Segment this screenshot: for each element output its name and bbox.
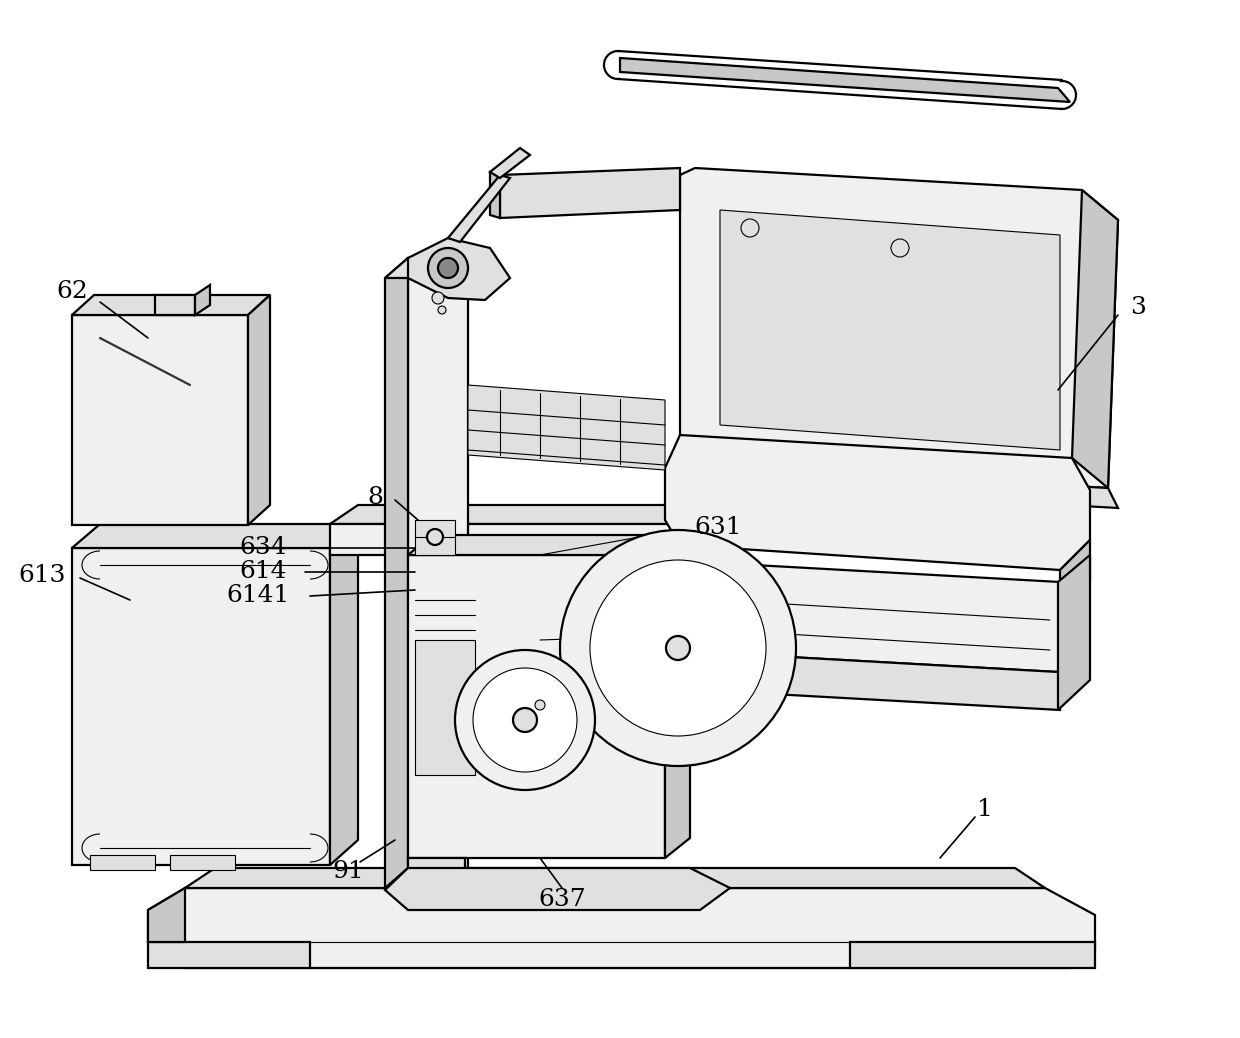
Polygon shape	[185, 868, 1045, 887]
Polygon shape	[330, 524, 680, 555]
Circle shape	[590, 559, 766, 736]
Text: 91: 91	[332, 861, 363, 883]
Text: 631: 631	[694, 517, 742, 540]
Text: 8: 8	[367, 487, 383, 510]
Polygon shape	[248, 295, 270, 525]
Polygon shape	[408, 238, 510, 300]
Polygon shape	[1073, 190, 1118, 488]
Polygon shape	[408, 555, 665, 858]
Polygon shape	[330, 524, 358, 865]
Text: 634: 634	[239, 537, 286, 559]
Circle shape	[560, 530, 796, 766]
Polygon shape	[72, 295, 270, 315]
Text: 637: 637	[538, 889, 585, 911]
Circle shape	[472, 668, 577, 772]
Text: 1: 1	[977, 798, 993, 821]
Polygon shape	[91, 855, 155, 870]
Polygon shape	[155, 295, 195, 315]
Polygon shape	[148, 943, 310, 968]
Polygon shape	[490, 148, 529, 177]
Polygon shape	[448, 175, 510, 242]
Text: 614: 614	[239, 561, 286, 583]
Polygon shape	[665, 435, 1090, 570]
Polygon shape	[620, 58, 1070, 102]
Polygon shape	[490, 172, 500, 218]
Polygon shape	[384, 258, 467, 278]
Polygon shape	[195, 285, 210, 315]
Text: 613: 613	[19, 564, 66, 586]
Polygon shape	[415, 640, 475, 775]
Circle shape	[427, 529, 443, 545]
Circle shape	[742, 219, 759, 237]
Polygon shape	[720, 210, 1060, 450]
Polygon shape	[500, 168, 680, 218]
Polygon shape	[698, 465, 1118, 508]
Polygon shape	[415, 878, 455, 887]
Circle shape	[455, 650, 595, 790]
Polygon shape	[148, 887, 1095, 968]
Polygon shape	[170, 855, 236, 870]
Polygon shape	[415, 520, 455, 555]
Circle shape	[534, 700, 546, 710]
Polygon shape	[330, 506, 706, 524]
Text: 6141: 6141	[227, 584, 290, 607]
Text: 3: 3	[1130, 297, 1146, 320]
Circle shape	[432, 292, 444, 304]
Polygon shape	[384, 868, 730, 910]
Polygon shape	[1060, 540, 1090, 610]
Circle shape	[428, 248, 467, 288]
Polygon shape	[72, 315, 248, 525]
Polygon shape	[72, 548, 330, 865]
Polygon shape	[849, 943, 1095, 968]
Polygon shape	[1058, 555, 1090, 710]
Polygon shape	[148, 887, 185, 943]
Circle shape	[438, 306, 446, 315]
Polygon shape	[408, 258, 467, 868]
Circle shape	[666, 636, 689, 660]
Polygon shape	[72, 524, 358, 548]
Polygon shape	[701, 562, 1060, 672]
Polygon shape	[680, 506, 706, 555]
Polygon shape	[701, 652, 1060, 710]
Circle shape	[892, 239, 909, 257]
Polygon shape	[665, 535, 689, 858]
Circle shape	[438, 258, 458, 278]
Text: 62: 62	[56, 280, 88, 303]
Circle shape	[513, 708, 537, 732]
Polygon shape	[408, 858, 465, 878]
Polygon shape	[680, 168, 1118, 488]
Polygon shape	[384, 258, 408, 887]
Polygon shape	[467, 385, 665, 470]
Polygon shape	[408, 535, 689, 555]
